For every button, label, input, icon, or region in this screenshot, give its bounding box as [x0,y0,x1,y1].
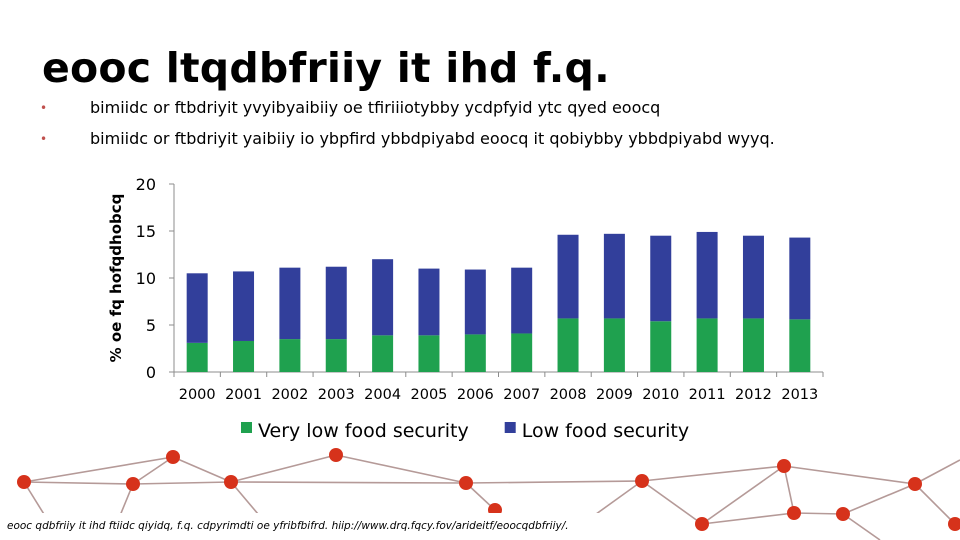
bar-low [511,267,533,334]
bar-very-low [557,318,579,372]
bar-low [233,271,255,341]
x-tick-label: 2001 [225,387,262,403]
stacked-bar-chart: 0 5 10 15 20 2000 2001 2002 2003 2004 2005 2006 2007… [107,175,824,442]
bullet-text: bimiidc or ftbdriyit yaibiiy io ybpfird … [90,129,775,148]
bar-low [557,234,579,319]
bar-low [742,235,764,319]
source-box [0,513,676,540]
bar-low [279,267,301,340]
bullet-text: bimiidc or ftbdriyit yvyibyaibiiy oe tfi… [90,98,661,117]
legend-swatch [241,422,252,433]
bar-very-low [789,319,811,372]
y-tick-label: 15 [136,222,156,241]
bar-very-low [742,318,764,372]
x-tick-label: 2011 [689,387,726,403]
y-tick-label: 0 [146,363,156,382]
bar-low [464,269,486,335]
bar-very-low [372,335,394,372]
y-axis-title: % oe fq hofqdhobcq [107,194,125,363]
x-tick-label: 2000 [179,387,216,403]
bullet-item: • bimiidc or ftbdriyit yaibiiy io ybpfir… [40,127,940,158]
x-tick-label: 2004 [364,387,401,403]
x-tick-label: 2013 [781,387,818,403]
bar-low [186,273,208,343]
bullet-list: • bimiidc or ftbdriyit yvyibyaibiiy oe t… [40,96,940,158]
y-tick-label: 10 [136,269,156,288]
bar-very-low [418,335,440,372]
x-tick-label: 2012 [735,387,772,403]
bar-low [603,233,625,319]
bar-low [696,231,718,319]
legend-label: Low food security [522,420,689,442]
bar-very-low [279,339,301,372]
x-tick-label: 2002 [271,387,308,403]
bar-very-low [696,318,718,372]
y-tick-label: 20 [136,175,156,194]
bar-very-low [603,318,625,372]
bar-very-low [325,339,347,372]
bar-very-low [233,340,255,372]
source-note: eooc qdbfriiy it ihd ftiidc qiyidq, f.q.… [7,520,569,532]
x-tick-label: 2010 [642,387,679,403]
bar-low [325,266,347,340]
bullet-dot-icon: • [40,101,48,115]
bar-low [372,259,394,336]
x-tick-label: 2003 [318,387,355,403]
x-tick-label: 2005 [411,387,448,403]
y-tick-label: 5 [146,316,156,335]
bar-low [650,235,672,322]
bar-low [789,237,811,320]
bullet-dot-icon: • [40,132,48,146]
bar-very-low [650,321,672,372]
bar-very-low [511,333,533,372]
x-tick-label: 2009 [596,387,633,403]
x-tick-label: 2007 [503,387,540,403]
bar-very-low [464,334,486,372]
bar-low [418,268,440,336]
x-tick-label: 2008 [550,387,587,403]
legend-swatch [504,422,516,433]
bullet-item: • bimiidc or ftbdriyit yvyibyaibiiy oe t… [40,96,940,127]
bar-very-low [186,342,208,372]
slide-title: eooc ltqdbfriiy it ihd f.q. [42,44,610,92]
x-tick-label: 2006 [457,387,494,403]
legend-label: Very low food security [258,420,469,442]
